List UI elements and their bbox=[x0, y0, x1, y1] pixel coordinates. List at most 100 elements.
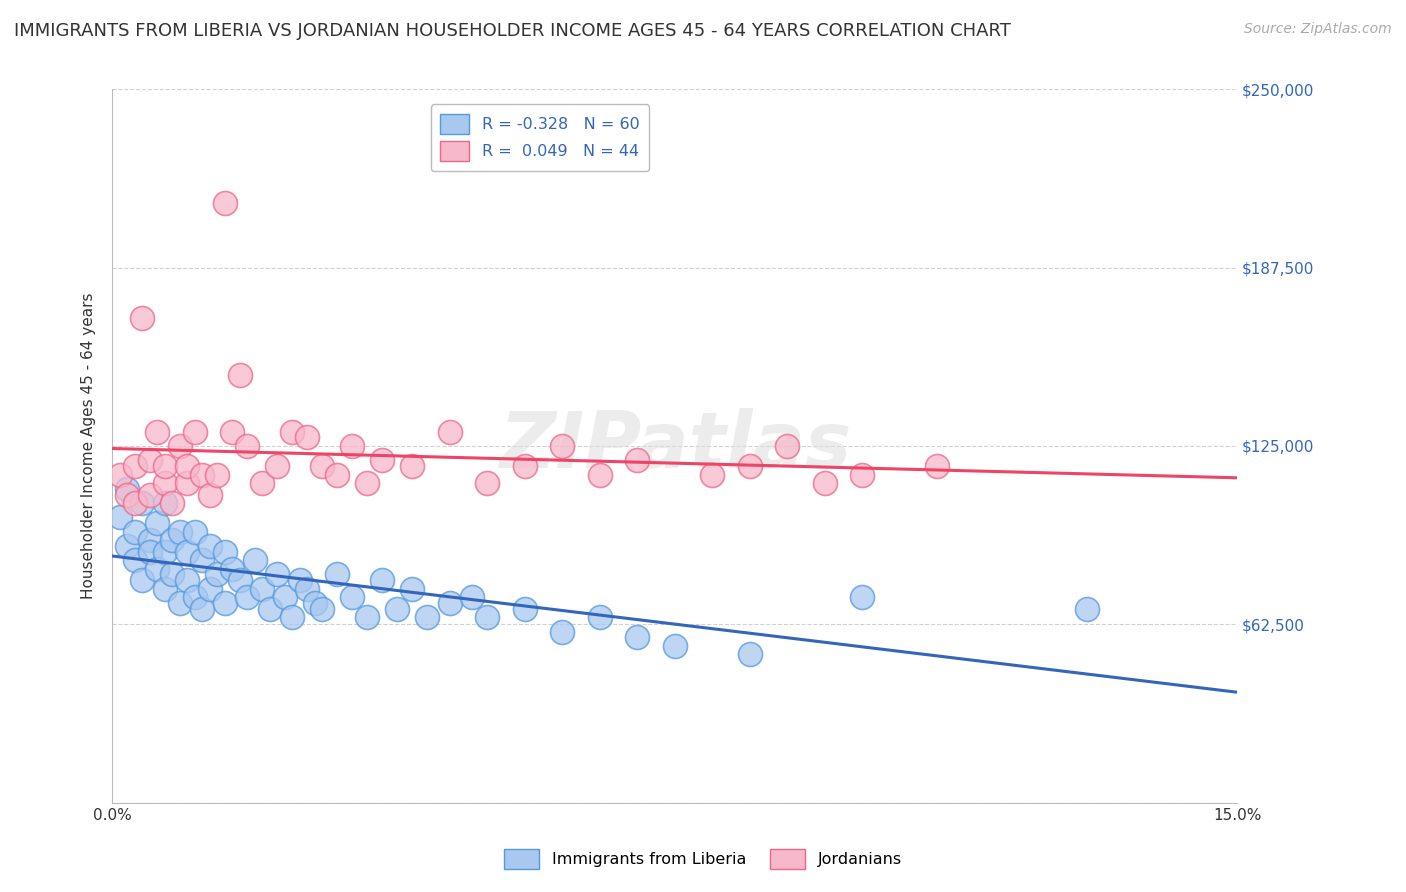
Point bbox=[169, 439, 191, 453]
Point bbox=[342, 591, 364, 605]
Point bbox=[342, 439, 364, 453]
Point bbox=[124, 458, 146, 473]
Point bbox=[266, 567, 288, 582]
Point bbox=[236, 591, 259, 605]
Point bbox=[477, 476, 499, 491]
Point bbox=[162, 533, 184, 548]
Point bbox=[266, 458, 288, 473]
Point bbox=[176, 544, 198, 558]
Point bbox=[814, 476, 837, 491]
Text: ZIPatlas: ZIPatlas bbox=[499, 408, 851, 484]
Point bbox=[169, 596, 191, 610]
Point bbox=[146, 562, 169, 576]
Point bbox=[626, 630, 648, 644]
Point bbox=[927, 458, 949, 473]
Point bbox=[124, 553, 146, 567]
Point bbox=[259, 601, 281, 615]
Point bbox=[221, 425, 243, 439]
Point bbox=[371, 573, 394, 587]
Point bbox=[461, 591, 484, 605]
Point bbox=[108, 510, 131, 524]
Point bbox=[221, 562, 243, 576]
Point bbox=[297, 430, 319, 444]
Point bbox=[738, 458, 761, 473]
Point bbox=[738, 648, 761, 662]
Point bbox=[191, 601, 214, 615]
Point bbox=[169, 524, 191, 539]
Point bbox=[117, 487, 139, 501]
Point bbox=[229, 573, 252, 587]
Point bbox=[207, 467, 229, 482]
Point bbox=[198, 487, 221, 501]
Point bbox=[229, 368, 252, 382]
Point bbox=[236, 439, 259, 453]
Point bbox=[184, 524, 207, 539]
Point bbox=[117, 482, 139, 496]
Point bbox=[153, 496, 176, 510]
Point bbox=[401, 582, 423, 596]
Point bbox=[146, 425, 169, 439]
Point bbox=[589, 467, 612, 482]
Point bbox=[326, 467, 349, 482]
Point bbox=[131, 310, 153, 325]
Point bbox=[153, 544, 176, 558]
Point bbox=[288, 573, 311, 587]
Point bbox=[387, 601, 409, 615]
Point bbox=[401, 458, 423, 473]
Point bbox=[117, 539, 139, 553]
Point bbox=[851, 591, 873, 605]
Point bbox=[124, 524, 146, 539]
Point bbox=[191, 553, 214, 567]
Point bbox=[513, 458, 536, 473]
Point bbox=[371, 453, 394, 467]
Point bbox=[776, 439, 799, 453]
Text: IMMIGRANTS FROM LIBERIA VS JORDANIAN HOUSEHOLDER INCOME AGES 45 - 64 YEARS CORRE: IMMIGRANTS FROM LIBERIA VS JORDANIAN HOU… bbox=[14, 22, 1011, 40]
Point bbox=[551, 439, 574, 453]
Point bbox=[252, 476, 274, 491]
Point bbox=[664, 639, 686, 653]
Point bbox=[416, 610, 439, 624]
Point bbox=[176, 573, 198, 587]
Point bbox=[851, 467, 873, 482]
Point bbox=[184, 591, 207, 605]
Y-axis label: Householder Income Ages 45 - 64 years: Householder Income Ages 45 - 64 years bbox=[80, 293, 96, 599]
Point bbox=[356, 476, 378, 491]
Point bbox=[207, 567, 229, 582]
Point bbox=[304, 596, 326, 610]
Point bbox=[243, 553, 266, 567]
Point bbox=[162, 496, 184, 510]
Point bbox=[139, 487, 162, 501]
Point bbox=[131, 573, 153, 587]
Point bbox=[274, 591, 297, 605]
Point bbox=[146, 516, 169, 530]
Point bbox=[551, 624, 574, 639]
Point bbox=[311, 458, 333, 473]
Legend: R = -0.328   N = 60, R =  0.049   N = 44: R = -0.328 N = 60, R = 0.049 N = 44 bbox=[430, 104, 650, 171]
Point bbox=[184, 425, 207, 439]
Point bbox=[356, 610, 378, 624]
Point bbox=[477, 610, 499, 624]
Point bbox=[198, 582, 221, 596]
Point bbox=[214, 544, 236, 558]
Point bbox=[108, 467, 131, 482]
Point bbox=[311, 601, 333, 615]
Point bbox=[131, 496, 153, 510]
Point bbox=[589, 610, 612, 624]
Text: Source: ZipAtlas.com: Source: ZipAtlas.com bbox=[1244, 22, 1392, 37]
Point bbox=[198, 539, 221, 553]
Point bbox=[214, 196, 236, 211]
Point bbox=[513, 601, 536, 615]
Point bbox=[214, 596, 236, 610]
Point bbox=[176, 458, 198, 473]
Point bbox=[281, 610, 304, 624]
Legend: Immigrants from Liberia, Jordanians: Immigrants from Liberia, Jordanians bbox=[498, 843, 908, 875]
Point bbox=[702, 467, 724, 482]
Point bbox=[439, 596, 461, 610]
Point bbox=[252, 582, 274, 596]
Point bbox=[153, 582, 176, 596]
Point bbox=[153, 476, 176, 491]
Point bbox=[124, 496, 146, 510]
Point bbox=[191, 467, 214, 482]
Point bbox=[139, 533, 162, 548]
Point bbox=[139, 544, 162, 558]
